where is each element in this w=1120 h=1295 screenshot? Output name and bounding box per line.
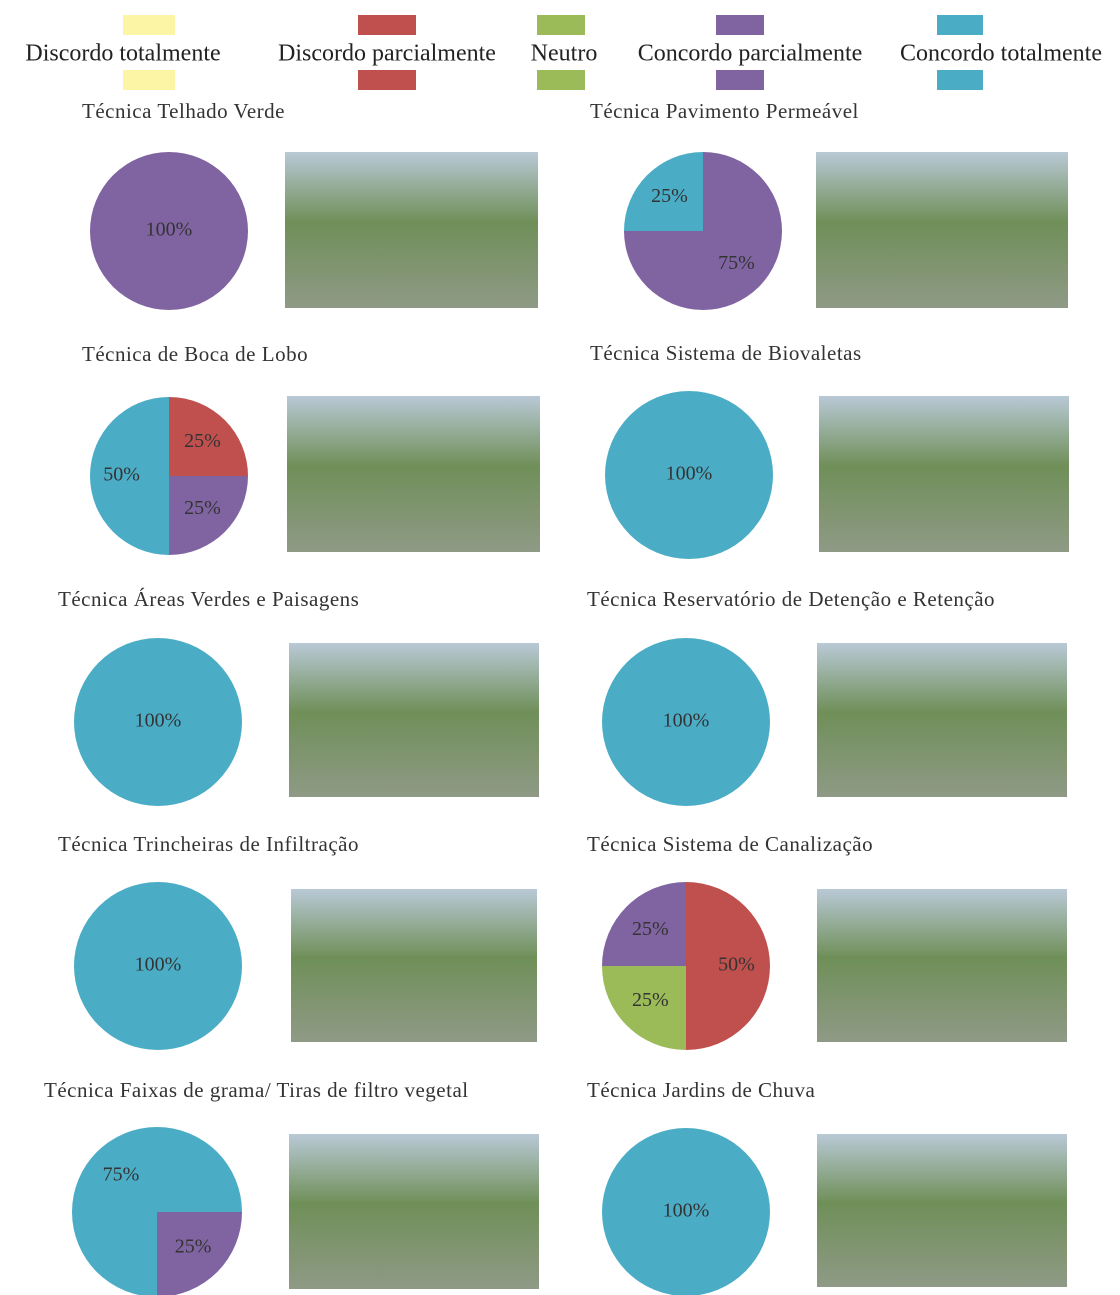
legend-label: Neutro xyxy=(531,41,598,67)
photo xyxy=(816,152,1068,308)
legend-label: Discordo totalmente xyxy=(25,41,220,67)
pie-slice xyxy=(74,882,242,1050)
photo xyxy=(819,396,1069,552)
pie-slice xyxy=(602,638,770,806)
photo xyxy=(291,889,537,1042)
chart-title: Técnica de Boca de Lobo xyxy=(82,342,308,366)
pie-slice xyxy=(169,476,248,555)
pie-slice xyxy=(624,152,703,231)
photo xyxy=(289,643,539,797)
legend-swatch xyxy=(716,15,764,35)
pie-slice xyxy=(74,638,242,806)
chart-title: Técnica Faixas de grama/ Tiras de filtro… xyxy=(44,1078,469,1102)
pie-slice xyxy=(72,1127,242,1295)
pie-slice xyxy=(602,966,686,1050)
pie-slice xyxy=(605,391,773,559)
photo xyxy=(817,643,1067,797)
pie-slice xyxy=(90,397,169,555)
pie-slice xyxy=(602,1128,770,1295)
legend-swatch xyxy=(537,70,585,90)
chart-title: Técnica Sistema de Biovaletas xyxy=(590,341,862,365)
pie-slice xyxy=(157,1212,242,1295)
legend-swatch xyxy=(537,15,585,35)
chart-title: Técnica Sistema de Canalização xyxy=(587,832,873,856)
legend-label: Discordo parcialmente xyxy=(278,41,496,67)
legend-swatch xyxy=(123,15,175,35)
legend-swatch xyxy=(937,15,983,35)
chart-title: Técnica Trincheiras de Infiltração xyxy=(58,832,359,856)
slice-label: 25% xyxy=(184,497,221,519)
pie-slice xyxy=(602,882,686,966)
pie-slice xyxy=(686,882,770,1050)
chart-title: Técnica Reservatório de Detenção e Reten… xyxy=(587,587,995,611)
slice-label: 100% xyxy=(663,1200,710,1222)
slice-label: 50% xyxy=(103,464,140,486)
slice-label: 100% xyxy=(663,710,710,732)
slice-label: 100% xyxy=(135,710,182,732)
photo xyxy=(285,152,538,308)
slice-label: 50% xyxy=(718,954,755,976)
slice-label: 100% xyxy=(146,219,193,241)
photo xyxy=(287,396,540,552)
legend-label: Concordo parcialmente xyxy=(638,41,863,67)
legend-swatch xyxy=(937,70,983,90)
slice-label: 75% xyxy=(103,1164,140,1186)
slice-label: 25% xyxy=(184,430,221,452)
legend-swatch xyxy=(358,15,416,35)
photo xyxy=(817,889,1067,1042)
pie-slice xyxy=(90,152,248,310)
chart-title: Técnica Áreas Verdes e Paisagens xyxy=(58,587,359,611)
chart-title: Técnica Pavimento Permeável xyxy=(590,99,859,123)
pie-slice xyxy=(169,397,248,476)
slice-label: 75% xyxy=(718,252,755,274)
slice-label: 25% xyxy=(632,989,669,1011)
slice-label: 25% xyxy=(175,1236,212,1258)
slice-label: 100% xyxy=(135,954,182,976)
legend-label: Concordo totalmente xyxy=(900,41,1102,67)
chart-title: Técnica Telhado Verde xyxy=(82,99,285,123)
photo xyxy=(289,1134,539,1289)
photo xyxy=(817,1134,1067,1287)
chart-title: Técnica Jardins de Chuva xyxy=(587,1078,816,1102)
slice-label: 100% xyxy=(666,463,713,485)
legend-swatch xyxy=(358,70,416,90)
legend-swatch xyxy=(123,70,175,90)
slice-label: 25% xyxy=(651,185,688,207)
legend-swatch xyxy=(716,70,764,90)
slice-label: 25% xyxy=(632,918,669,940)
